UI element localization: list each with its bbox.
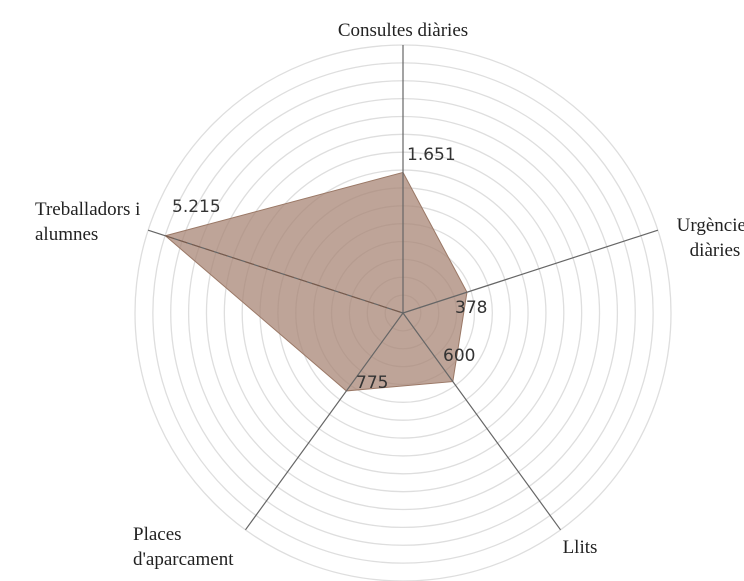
axis-line [402,229,659,314]
axis-line [402,312,562,531]
value-label: 600 [443,346,476,366]
value-label: 1.651 [407,145,456,165]
category-label: Treballadors i alumnes [35,199,141,245]
category-label: Urgències diàries [676,215,744,261]
value-label: 378 [455,298,488,318]
category-label: Consultes diàries [337,20,469,41]
category-label: Places d'aparcament [133,524,234,570]
value-label: 5.215 [172,197,221,217]
radar-area [164,171,468,392]
axis-line [244,312,404,531]
value-label: 775 [356,373,389,393]
category-label: Llits [562,537,598,558]
